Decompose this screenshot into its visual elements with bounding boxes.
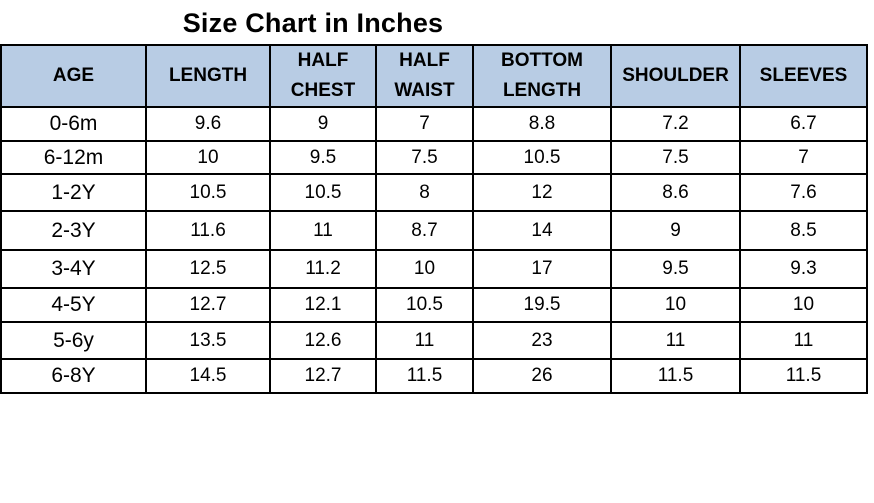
cell-half-waist: 10 <box>375 249 474 289</box>
cell-age: 1-2Y <box>0 173 147 212</box>
cell-sleeves: 9.3 <box>739 249 868 289</box>
cell-shoulder: 10 <box>610 287 741 323</box>
cell-half-chest: 12.6 <box>269 321 377 360</box>
cell-length: 12.7 <box>145 287 271 323</box>
cell-bottom-length: 17 <box>472 249 612 289</box>
cell-age: 6-12m <box>0 140 147 175</box>
cell-bottom-length: 19.5 <box>472 287 612 323</box>
cell-half-waist: 11 <box>375 321 474 360</box>
cell-bottom-length: 12 <box>472 173 612 212</box>
cell-age: 2-3Y <box>0 210 147 251</box>
table-row: 4-5Y 12.7 12.1 10.5 19.5 10 10 <box>0 287 868 323</box>
cell-sleeves: 6.7 <box>739 106 868 142</box>
header-age: AGE <box>0 44 147 108</box>
cell-bottom-length: 8.8 <box>472 106 612 142</box>
size-chart-table: AGE LENGTH HALF CHEST HALF WAIST BOTTOM LEN… <box>0 44 868 394</box>
table-row: 1-2Y 10.5 10.5 8 12 8.6 7.6 <box>0 173 868 212</box>
cell-shoulder: 9.5 <box>610 249 741 289</box>
cell-half-waist: 11.5 <box>375 358 474 394</box>
header-shoulder: SHOULDER <box>610 44 741 108</box>
cell-shoulder: 7.2 <box>610 106 741 142</box>
cell-shoulder: 11.5 <box>610 358 741 394</box>
cell-length: 13.5 <box>145 321 271 360</box>
cell-half-chest: 10.5 <box>269 173 377 212</box>
cell-half-chest: 11.2 <box>269 249 377 289</box>
cell-half-waist: 10.5 <box>375 287 474 323</box>
cell-age: 6-8Y <box>0 358 147 394</box>
cell-length: 9.6 <box>145 106 271 142</box>
cell-shoulder: 7.5 <box>610 140 741 175</box>
cell-age: 5-6y <box>0 321 147 360</box>
table-row: 0-6m 9.6 9 7 8.8 7.2 6.7 <box>0 106 868 142</box>
cell-sleeves: 11 <box>739 321 868 360</box>
cell-age: 0-6m <box>0 106 147 142</box>
header-bottom-length: BOTTOM LENGTH <box>472 44 612 108</box>
table-row: 5-6y 13.5 12.6 11 23 11 11 <box>0 321 868 360</box>
cell-half-chest: 12.7 <box>269 358 377 394</box>
cell-half-waist: 7.5 <box>375 140 474 175</box>
cell-age: 4-5Y <box>0 287 147 323</box>
cell-length: 11.6 <box>145 210 271 251</box>
header-length: LENGTH <box>145 44 271 108</box>
cell-bottom-length: 10.5 <box>472 140 612 175</box>
cell-half-waist: 8 <box>375 173 474 212</box>
cell-length: 10 <box>145 140 271 175</box>
table-row: 6-12m 10 9.5 7.5 10.5 7.5 7 <box>0 140 868 175</box>
cell-sleeves: 7.6 <box>739 173 868 212</box>
cell-sleeves: 10 <box>739 287 868 323</box>
cell-sleeves: 8.5 <box>739 210 868 251</box>
cell-half-chest: 9 <box>269 106 377 142</box>
cell-half-chest: 11 <box>269 210 377 251</box>
cell-length: 14.5 <box>145 358 271 394</box>
cell-half-waist: 7 <box>375 106 474 142</box>
table-row: 3-4Y 12.5 11.2 10 17 9.5 9.3 <box>0 249 868 289</box>
cell-bottom-length: 26 <box>472 358 612 394</box>
cell-half-chest: 9.5 <box>269 140 377 175</box>
cell-shoulder: 9 <box>610 210 741 251</box>
header-sleeves: SLEEVES <box>739 44 868 108</box>
cell-bottom-length: 14 <box>472 210 612 251</box>
cell-bottom-length: 23 <box>472 321 612 360</box>
cell-sleeves: 11.5 <box>739 358 868 394</box>
cell-half-chest: 12.1 <box>269 287 377 323</box>
table-header-row: AGE LENGTH HALF CHEST HALF WAIST BOTTOM LEN… <box>0 44 868 108</box>
table-row: 6-8Y 14.5 12.7 11.5 26 11.5 11.5 <box>0 358 868 394</box>
cell-length: 10.5 <box>145 173 271 212</box>
page-title: Size Chart in Inches <box>182 8 444 38</box>
cell-length: 12.5 <box>145 249 271 289</box>
cell-shoulder: 8.6 <box>610 173 741 212</box>
table-row: 2-3Y 11.6 11 8.7 14 9 8.5 <box>0 210 868 251</box>
header-half-chest: HALF CHEST <box>269 44 377 108</box>
cell-age: 3-4Y <box>0 249 147 289</box>
cell-sleeves: 7 <box>739 140 868 175</box>
cell-half-waist: 8.7 <box>375 210 474 251</box>
header-half-waist: HALF WAIST <box>375 44 474 108</box>
cell-shoulder: 11 <box>610 321 741 360</box>
